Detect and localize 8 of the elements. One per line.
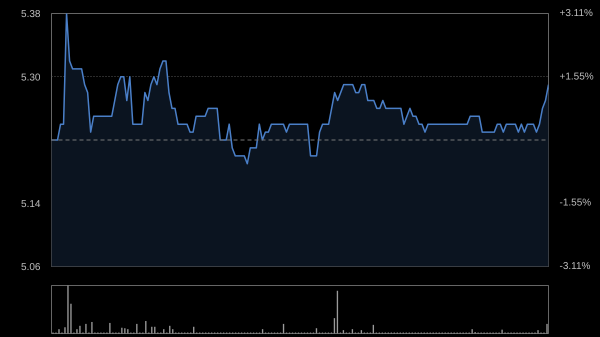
y-tick-label: 5.30	[21, 72, 41, 84]
y-tick-label: 5.38	[21, 9, 41, 20]
y2-tick-label: +1.55%	[560, 71, 594, 82]
y2-tick-label: +3.11%	[560, 8, 594, 19]
y-tick-label: 5.14	[21, 198, 41, 210]
y2-tick-label: -1.55%	[560, 198, 592, 209]
y2-tick-label: -3.11%	[560, 261, 591, 272]
y-tick-label: 5.06	[21, 262, 41, 273]
